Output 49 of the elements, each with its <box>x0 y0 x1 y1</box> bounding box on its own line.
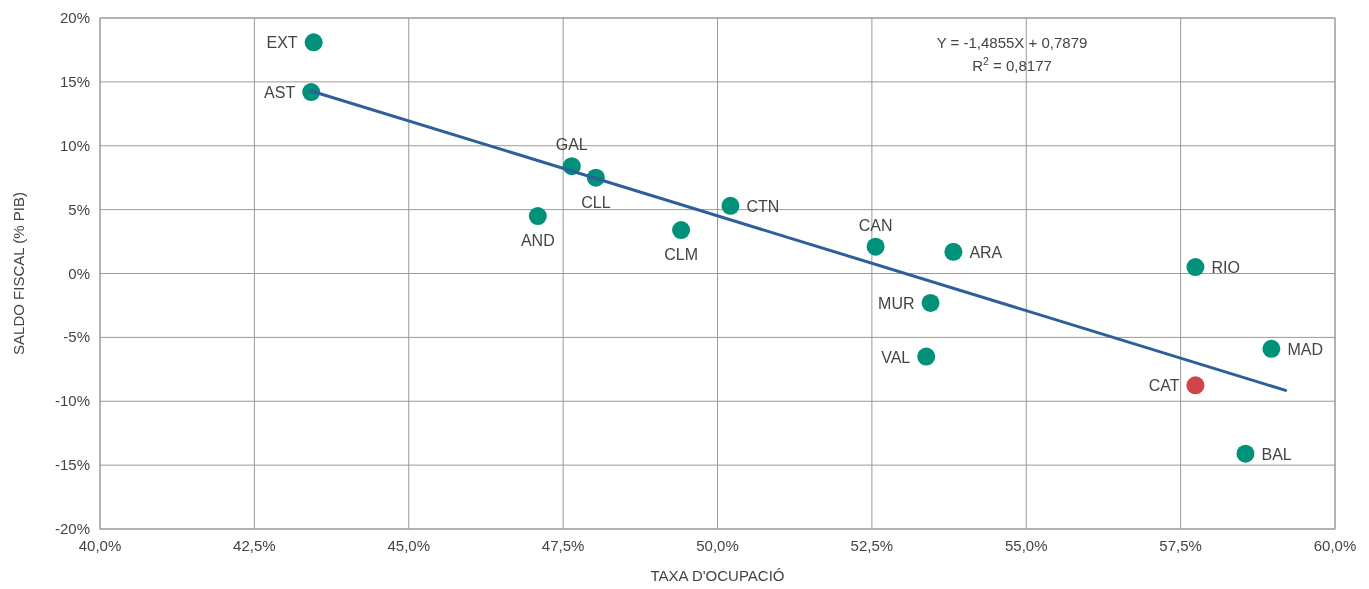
point <box>1186 258 1205 277</box>
point <box>866 237 885 256</box>
x-tick-label: 42,5% <box>233 537 276 554</box>
x-tick-label: 52,5% <box>850 537 894 554</box>
x-tick-label: 45,0% <box>387 537 431 554</box>
y-tick-label: 5% <box>68 200 90 218</box>
point <box>721 196 740 215</box>
point <box>944 242 963 261</box>
annotation: Y = -1,4855X + 0,7879 <box>936 34 1088 51</box>
point <box>917 347 936 366</box>
y-tick-label: -5% <box>63 328 90 346</box>
annotation: ARA <box>969 243 1003 261</box>
y-tick-label: 15% <box>59 72 90 90</box>
y-tick-label: -15% <box>54 456 90 474</box>
annotation: MAD <box>1287 340 1323 358</box>
y-tick-label: 0% <box>68 264 90 282</box>
y-tick-label: -10% <box>54 392 90 410</box>
point <box>528 207 547 226</box>
x-tick-label: 55,0% <box>1004 537 1048 554</box>
annotation: VAL <box>881 348 911 366</box>
point <box>1186 376 1205 395</box>
annotation: CTN <box>746 197 780 215</box>
annotation: AND <box>520 232 555 250</box>
x-axis-title: TAXA D'OCUPACIÓ <box>650 567 785 584</box>
y-tick-label: -20% <box>54 520 90 537</box>
x-tick-label: 50,0% <box>696 537 739 554</box>
point <box>1236 444 1255 463</box>
annotation: RIO <box>1211 259 1240 277</box>
annotation: CAN <box>858 216 893 234</box>
annotation: MUR <box>878 294 915 312</box>
annotation: CLL <box>581 193 611 211</box>
annotation: EXT <box>266 34 298 52</box>
point <box>921 293 940 312</box>
x-tick-label: 57,5% <box>1159 537 1202 554</box>
x-tick-label: 60,0% <box>1313 537 1357 554</box>
annotation: AST <box>264 84 296 102</box>
annotation: CAT <box>1148 377 1180 395</box>
point <box>304 33 323 52</box>
y-tick-label: 10% <box>59 136 90 154</box>
y-tick-label: 20% <box>59 9 90 26</box>
y-axis-title: SALDO FISCAL (% PIB) <box>10 192 27 355</box>
annotation: GAL <box>555 136 588 154</box>
annotation: CLM <box>664 246 698 264</box>
point <box>672 221 691 240</box>
x-tick-label: 40,0% <box>78 537 122 554</box>
point <box>1262 339 1281 358</box>
x-tick-label: 47,5% <box>541 537 585 554</box>
annotation: R$^{2}$ = 0,8177 <box>972 55 1052 74</box>
annotation: BAL <box>1261 445 1292 463</box>
